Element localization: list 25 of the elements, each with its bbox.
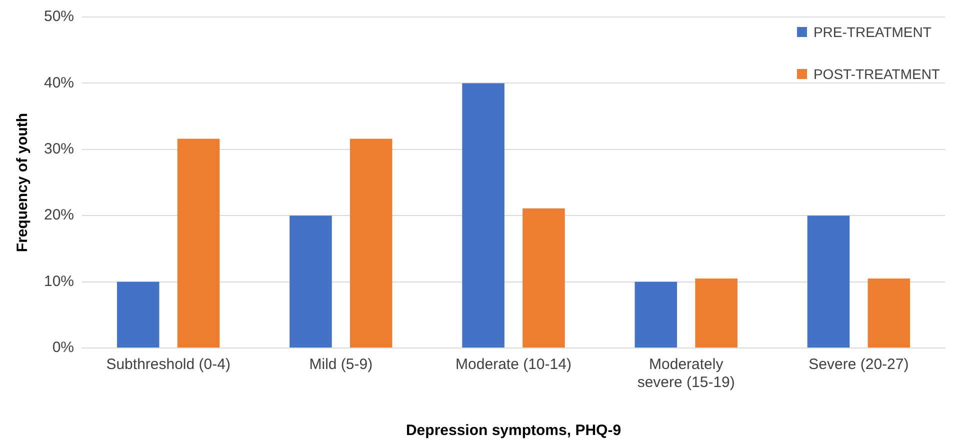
y-axis-title: Frequency of youth (14, 112, 32, 252)
y-tick-label: 50% (44, 8, 74, 26)
y-tick-label: 40% (44, 74, 74, 92)
x-tick-label: Moderately severe (15-19) (637, 356, 735, 392)
x-tick-label: Severe (20-27) (808, 356, 909, 374)
legend-label: POST-TREATMENT (813, 66, 940, 82)
bar (177, 138, 220, 348)
bar (634, 282, 678, 348)
x-tick-label: Moderate (10-14) (456, 356, 572, 374)
x-tick-label: Mild (5-9) (309, 356, 373, 374)
x-tick-label: Subthreshold (0-4) (106, 356, 230, 374)
y-tick-label: 30% (44, 140, 74, 158)
bar (290, 216, 332, 348)
y-tick-label: 10% (44, 272, 74, 290)
y-tick-label: 0% (52, 339, 74, 356)
x-axis-title: Depression symptoms, PHQ-9 (406, 422, 622, 440)
bar (807, 216, 850, 348)
bar (522, 208, 565, 348)
bar (695, 278, 738, 348)
bar (116, 282, 160, 348)
bar (350, 138, 392, 348)
y-tick-label: 20% (44, 206, 74, 224)
legend-label: PRE-TREATMENT (813, 24, 932, 40)
bar (868, 278, 910, 348)
bar (462, 83, 504, 348)
